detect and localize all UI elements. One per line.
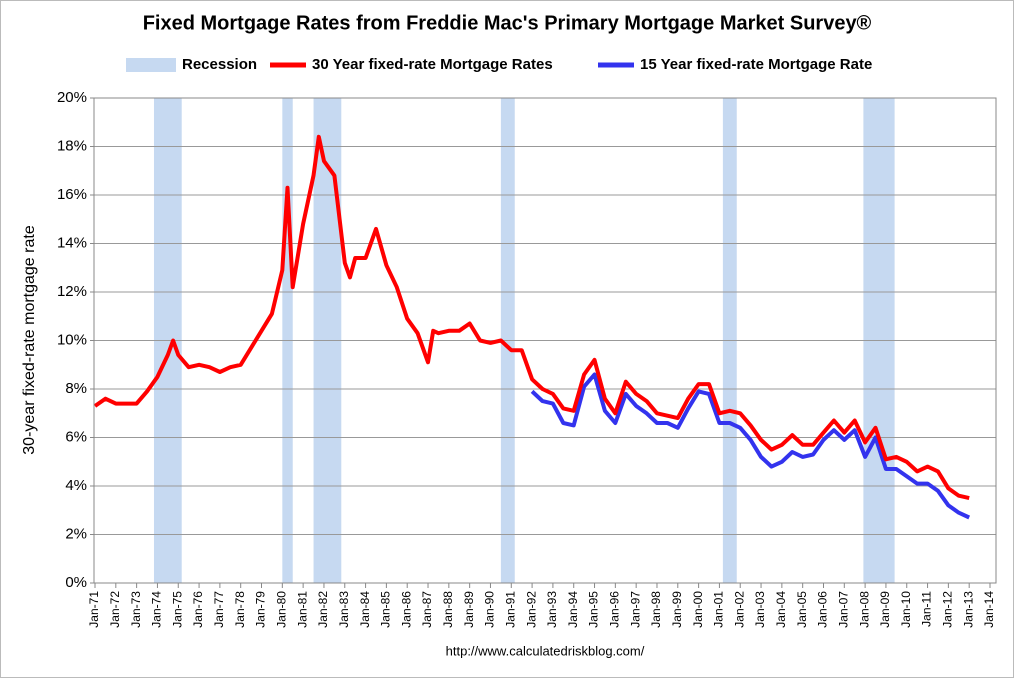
y-tick-label: 18% [57, 137, 87, 154]
x-tick-label: Jan-93 [545, 591, 559, 628]
x-tick-label: Jan-99 [670, 591, 684, 628]
x-tick-label: Jan-12 [941, 591, 955, 628]
x-tick-label: Jan-05 [795, 591, 809, 628]
x-tick-label: Jan-97 [628, 591, 642, 628]
y-tick-label: 4% [65, 477, 87, 494]
x-tick-label: Jan-07 [836, 591, 850, 628]
x-tick-label: Jan-85 [379, 591, 393, 628]
y-tick-label: 16% [57, 186, 87, 203]
y-tick-label: 8% [65, 380, 87, 397]
x-tick-label: Jan-02 [732, 591, 746, 628]
source-note: http://www.calculatedriskblog.com/ [446, 643, 645, 658]
x-tick-label: Jan-01 [712, 591, 726, 628]
x-tick-label: Jan-11 [920, 591, 934, 627]
x-tick-label: Jan-80 [274, 591, 288, 628]
legend-label: 15 Year fixed-rate Mortgage Rate [640, 56, 872, 73]
x-tick-label: Jan-06 [816, 591, 830, 628]
legend-label: 30 Year fixed-rate Mortgage Rates [312, 56, 553, 73]
y-tick-label: 14% [57, 234, 87, 251]
x-tick-label: Jan-04 [774, 591, 788, 628]
x-tick-label: Jan-08 [857, 591, 871, 628]
y-tick-label: 12% [57, 283, 87, 300]
x-tick-label: Jan-84 [358, 591, 372, 628]
legend-swatch-recession [126, 58, 176, 72]
series-line [93, 134, 970, 501]
x-tick-label: Jan-91 [503, 591, 517, 628]
x-tick-label: Jan-10 [899, 591, 913, 628]
x-tick-label: Jan-14 [982, 591, 996, 628]
x-tick-label: Jan-72 [108, 591, 122, 628]
x-tick-label: Jan-95 [587, 591, 601, 628]
x-tick-label: Jan-77 [212, 591, 226, 628]
x-tick-label: Jan-98 [649, 591, 663, 628]
x-tick-label: Jan-82 [316, 591, 330, 628]
y-tick-label: 2% [65, 525, 87, 542]
x-tick-label: Jan-09 [878, 591, 892, 628]
x-tick-label: Jan-03 [753, 591, 767, 628]
legend-label: Recession [182, 56, 257, 73]
y-tick-label: 10% [57, 331, 87, 348]
x-tick-label: Jan-86 [399, 591, 413, 628]
x-tick-label: Jan-75 [170, 591, 184, 628]
x-tick-label: Jan-83 [337, 591, 351, 628]
chart-title: Fixed Mortgage Rates from Freddie Mac's … [143, 12, 872, 34]
x-tick-label: Jan-90 [483, 591, 497, 628]
x-tick-label: Jan-74 [150, 591, 164, 628]
x-tick-label: Jan-92 [524, 591, 538, 628]
x-tick-label: Jan-88 [441, 591, 455, 628]
x-tick-label: Jan-94 [566, 591, 580, 628]
plot-border [93, 97, 997, 584]
y-tick-label: 6% [65, 428, 87, 445]
x-tick-label: Jan-96 [608, 591, 622, 628]
y-tick-label: 20% [57, 89, 87, 106]
x-tick-label: Jan-71 [87, 591, 101, 628]
x-tick-label: Jan-81 [295, 591, 309, 628]
x-tick-label: Jan-13 [961, 591, 975, 628]
x-tick-label: Jan-00 [691, 591, 705, 628]
y-axis-title: 30-year fixed-rate mortgage rate [21, 225, 38, 455]
y-tick-label: 0% [65, 574, 87, 591]
x-tick-label: Jan-78 [233, 591, 247, 628]
x-tick-label: Jan-87 [420, 591, 434, 628]
x-tick-label: Jan-76 [191, 591, 205, 628]
x-tick-label: Jan-73 [129, 591, 143, 628]
series-line [530, 372, 971, 520]
x-tick-label: Jan-79 [254, 591, 268, 628]
x-tick-label: Jan-89 [462, 591, 476, 628]
